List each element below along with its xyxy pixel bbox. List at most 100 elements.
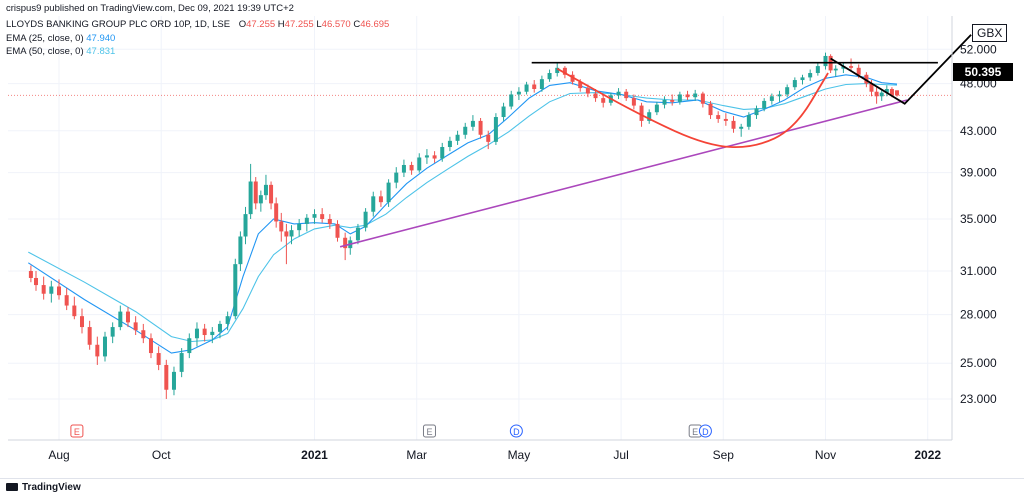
candle [72,296,77,320]
candle-body [501,106,506,118]
candle-body [202,328,207,336]
candle [823,52,828,70]
candle-body [884,88,889,93]
candle-body [95,344,100,357]
candle [34,271,39,291]
candle [424,149,429,164]
candle-body [194,328,199,339]
open-value: 47.255 [246,19,276,30]
candle-body [455,134,460,141]
candle-body [394,172,399,183]
candle-body [432,155,437,159]
candle [800,74,805,85]
candle-body [647,112,652,121]
candle-body [493,117,498,142]
candle [808,69,813,81]
candle-body [879,92,884,97]
candle-body [118,311,123,328]
candle [279,212,284,242]
tradingview-logo[interactable]: TradingView [6,482,81,493]
candle [815,62,820,76]
close-label: C [353,19,361,30]
ema50-line [28,83,898,343]
candle-body [238,236,243,265]
support-trendline [339,99,908,248]
candle-body [243,214,248,237]
event-marker-shape[interactable] [509,424,523,438]
resistance-price-tag: 50.395 [953,63,1013,81]
candle [739,123,744,137]
currency-badge[interactable]: GBX [972,24,1008,42]
candle [624,88,629,101]
candle [455,130,460,145]
candle [64,287,69,311]
candle-body [34,277,39,286]
candle-body [335,223,340,238]
candle [401,159,406,178]
tradingview-logo-icon [6,483,18,492]
event-marker: E [70,424,84,438]
x-tick-label: Mar [406,448,427,462]
candle-body [800,77,805,81]
candle-body [210,331,215,336]
event-marker: D [509,424,523,438]
candle-body [248,181,253,215]
event-marker-shape[interactable] [422,424,436,438]
candle [171,366,176,396]
candle-body [253,181,258,204]
candle-body [343,237,348,249]
candle [685,90,690,100]
candle [708,100,713,119]
candle-body [279,221,284,232]
candle-body [141,330,146,339]
x-tick-label: Nov [815,448,836,462]
candle-body [815,66,820,74]
candle-body [289,230,294,237]
price-chart[interactable]: 23.000 25.000 28.000 31.000 35.000 39.000 43.0… [0,0,1024,478]
candle [849,58,854,72]
candle-body [777,94,782,97]
high-label: H [277,19,285,30]
event-marker-shape[interactable] [698,424,712,438]
candle [432,151,437,163]
candle-body [87,327,92,345]
event-marker-label: E [426,427,432,437]
symbol-legend: LLOYDS BANKING GROUP PLC ORD 10P, 1D, LS… [6,19,389,30]
candle [355,223,360,245]
candle-body [693,93,698,98]
candle-body [856,67,861,75]
candle-body [28,271,33,278]
candle-body [217,323,222,332]
candle [601,94,606,108]
footer-bar: TradingView [0,478,1024,498]
candle-body [578,81,583,89]
candle-body [486,134,491,142]
candle-body [585,88,590,94]
y-tick-label: 43.000 [960,124,997,138]
event-marker-shape[interactable] [70,424,84,438]
candle [693,89,698,101]
candle [769,93,774,105]
candle-body [654,104,659,113]
candle [746,112,751,130]
low-label: L [316,19,322,30]
candle [662,96,667,109]
candle [493,113,498,145]
candle [156,346,161,371]
y-tick-label: 23.000 [960,392,997,406]
candle-body [708,103,713,116]
event-marker-label: E [74,427,80,437]
candle-body [516,91,521,95]
candle-body [874,91,879,97]
candle-body [889,88,894,96]
candle-body [685,94,690,98]
candle [269,181,274,210]
low-value: 46.570 [321,19,351,30]
candle [263,174,268,200]
candle [884,85,889,97]
candle-body [823,55,828,67]
candle [792,77,797,90]
candle [320,208,325,223]
candle [187,333,192,359]
candle-body [312,214,317,218]
